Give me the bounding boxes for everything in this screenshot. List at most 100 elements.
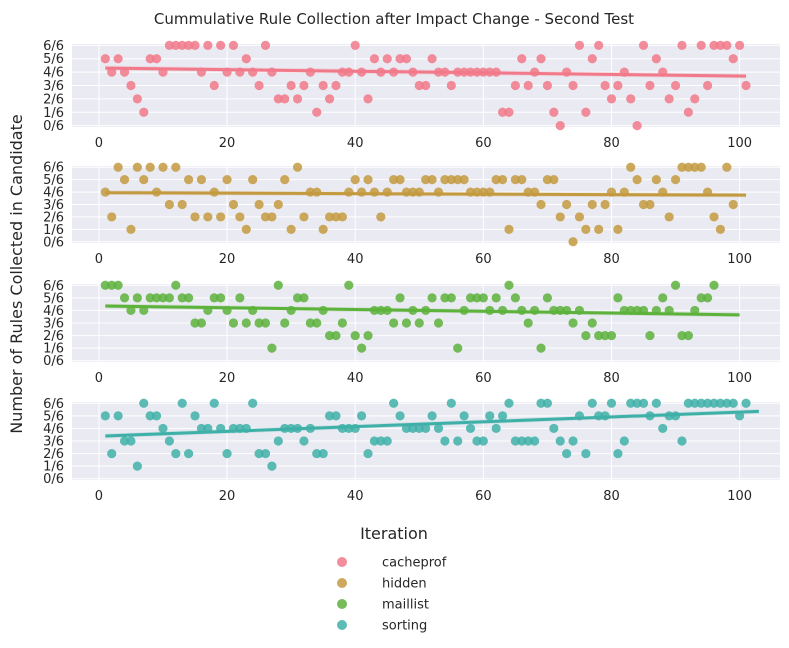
data-point: [171, 448, 181, 459]
data-point: [645, 80, 655, 91]
data-point: [395, 54, 405, 64]
x-tick-label: 40: [347, 252, 364, 267]
data-point: [587, 54, 597, 64]
data-point: [562, 448, 572, 459]
y-tick-label: 0/6: [43, 235, 64, 250]
data-point: [587, 199, 597, 210]
data-point: [594, 330, 604, 341]
x-tick-label: 0: [95, 252, 103, 267]
data-point: [113, 411, 123, 421]
data-point: [433, 423, 444, 434]
data-point: [568, 80, 578, 91]
data-point: [677, 162, 687, 172]
data-point: [510, 436, 520, 446]
data-point: [305, 318, 315, 328]
y-tick-label: 2/6: [43, 329, 64, 344]
data-point: [139, 305, 149, 316]
data-point: [241, 54, 251, 64]
data-point: [196, 318, 207, 328]
x-tick-label: 20: [219, 252, 236, 267]
data-point: [113, 280, 123, 290]
data-point: [318, 448, 328, 459]
data-point: [722, 398, 732, 408]
y-tick-label: 4/6: [43, 66, 64, 81]
data-point: [280, 94, 290, 104]
data-point: [459, 175, 469, 185]
data-point: [171, 280, 181, 290]
data-point: [523, 436, 533, 446]
data-point: [555, 212, 565, 222]
data-point: [357, 411, 367, 421]
data-point: [683, 398, 693, 408]
legend-label: hidden: [382, 577, 427, 592]
data-point: [382, 436, 392, 446]
data-point: [145, 293, 155, 303]
data-point: [626, 398, 636, 408]
data-point: [414, 423, 424, 434]
data-point: [324, 212, 335, 222]
data-point: [670, 80, 681, 91]
data-point: [523, 80, 533, 91]
data-point: [542, 293, 553, 303]
data-point: [190, 411, 200, 421]
data-point: [440, 436, 450, 446]
data-point: [638, 398, 649, 408]
subplot-sorting: 0/61/62/63/64/65/66/6 0 20 40 60 80 100: [43, 397, 780, 504]
data-point: [273, 199, 283, 210]
data-point: [171, 162, 181, 172]
data-point: [318, 224, 328, 234]
data-point: [177, 398, 187, 408]
y-tick-label: 3/6: [43, 435, 64, 450]
data-point: [555, 436, 565, 446]
legend-label: cacheprof: [382, 556, 447, 571]
data-point: [741, 398, 751, 408]
x-tick-label: 40: [347, 136, 364, 151]
x-tick-label: 20: [219, 371, 236, 386]
data-point: [151, 54, 162, 64]
data-point: [619, 436, 629, 446]
data-point: [722, 162, 732, 172]
data-point: [228, 318, 239, 328]
data-point: [119, 436, 130, 446]
legend-item-sorting: sorting: [337, 619, 427, 634]
data-point: [376, 436, 386, 446]
data-point: [581, 448, 591, 459]
data-point: [363, 330, 373, 341]
data-point: [677, 330, 687, 341]
x-tick-label: 0: [95, 136, 103, 151]
x-axis-label: Iteration: [360, 524, 428, 543]
data-point: [248, 398, 258, 408]
data-point: [100, 187, 110, 197]
data-point: [497, 411, 508, 421]
trend-line: [105, 66, 747, 78]
data-point: [164, 436, 174, 446]
data-point: [497, 175, 508, 185]
trend-line: [105, 304, 740, 317]
data-point: [286, 80, 296, 91]
data-point: [715, 224, 726, 234]
data-point: [517, 175, 527, 185]
data-point: [542, 175, 553, 185]
data-point: [132, 94, 142, 104]
data-point: [427, 411, 437, 421]
data-point: [292, 293, 303, 303]
y-tick-label: 6/6: [43, 279, 64, 294]
data-point: [587, 398, 597, 408]
data-point: [312, 107, 322, 117]
data-point: [126, 305, 136, 316]
data-point: [113, 162, 123, 172]
chart-title: Cummulative Rule Collection after Impact…: [154, 10, 634, 28]
trend-line: [105, 191, 747, 197]
data-point: [235, 293, 245, 303]
data-point: [542, 398, 553, 408]
data-point: [100, 280, 110, 290]
data-point: [555, 121, 565, 131]
legend-marker: [337, 620, 347, 630]
data-point: [145, 162, 155, 172]
data-point: [530, 436, 540, 446]
data-point: [491, 423, 501, 434]
data-point: [132, 162, 142, 172]
data-point: [517, 54, 527, 64]
data-point: [273, 280, 283, 290]
data-point: [427, 54, 437, 64]
